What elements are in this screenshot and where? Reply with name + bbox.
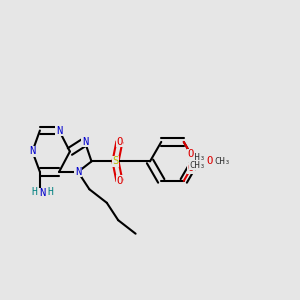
Text: O: O: [206, 156, 212, 167]
Text: N: N: [82, 137, 88, 147]
Text: CH₃: CH₃: [189, 153, 205, 162]
Text: O: O: [188, 164, 194, 173]
Text: N: N: [29, 146, 35, 157]
Text: H: H: [31, 187, 37, 197]
Text: O: O: [116, 137, 122, 147]
Text: O: O: [188, 149, 194, 159]
Text: N: N: [39, 188, 45, 199]
Text: S: S: [112, 156, 118, 167]
Text: O: O: [116, 176, 122, 186]
Text: CH₃: CH₃: [214, 157, 230, 166]
Text: N: N: [56, 125, 62, 136]
Text: CH₃: CH₃: [189, 161, 205, 170]
Text: N: N: [75, 167, 81, 177]
Text: H: H: [47, 187, 53, 197]
